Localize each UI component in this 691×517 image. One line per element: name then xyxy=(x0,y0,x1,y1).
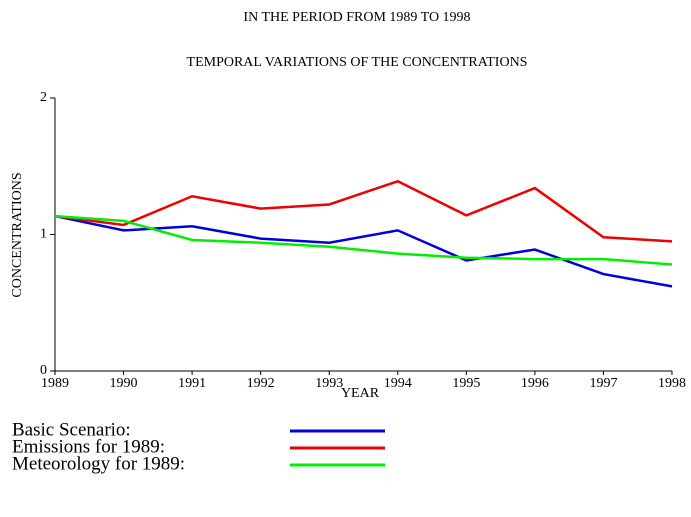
x-tick-label: 1994 xyxy=(384,376,412,391)
x-tick-label: 1991 xyxy=(178,376,206,391)
x-tick-label: 1990 xyxy=(110,376,138,391)
series-line xyxy=(54,214,673,266)
chart-title: IN THE PERIOD FROM 1989 TO 1998 xyxy=(243,10,470,25)
legend-label: Meteorology for 1989: xyxy=(12,453,185,474)
y-tick-label: 0 xyxy=(40,363,47,378)
y-tick-label: 2 xyxy=(40,90,47,105)
series-line xyxy=(54,179,673,243)
x-tick-label: 1995 xyxy=(452,376,480,391)
x-tick-label: 1996 xyxy=(521,376,549,391)
y-tick-label: 1 xyxy=(40,227,47,242)
chart-subtitle: TEMPORAL VARIATIONS OF THE CONCENTRATION… xyxy=(187,55,528,70)
x-tick-label: 1993 xyxy=(315,376,343,391)
x-tick-label: 1989 xyxy=(41,376,69,391)
x-axis-label: YEAR xyxy=(341,386,380,401)
y-axis-label: CONCENTRATIONS xyxy=(10,172,25,297)
legend-label: Basic Scenario: xyxy=(12,419,131,440)
series-line xyxy=(54,214,673,288)
x-tick-label: 1992 xyxy=(247,376,275,391)
x-tick-label: 1997 xyxy=(589,376,617,391)
x-tick-label: 1998 xyxy=(658,376,686,391)
legend-label: Emissions for 1989: xyxy=(12,436,165,457)
